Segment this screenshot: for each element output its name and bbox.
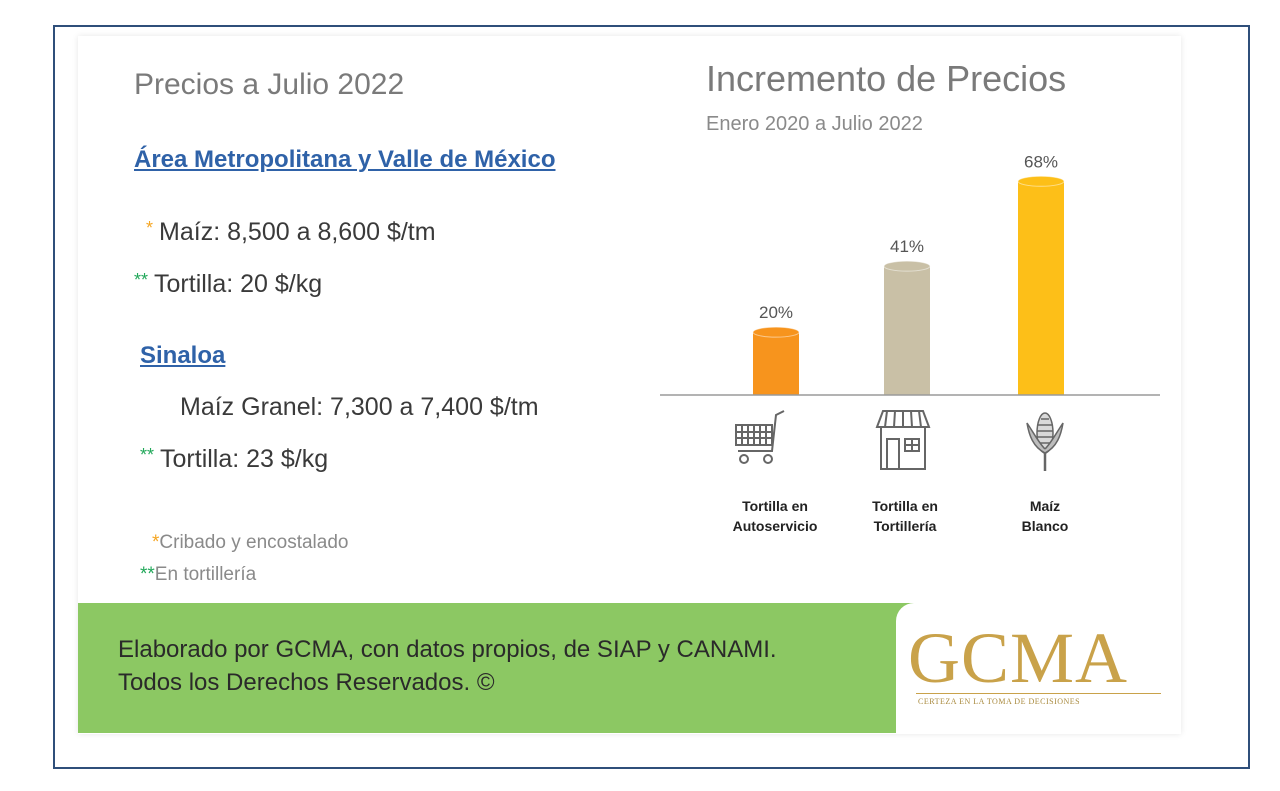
category-label-line: Tortillería	[873, 518, 937, 534]
logo-tagline: CERTEZA EN LA TOMA DE DECISIONES	[918, 697, 1081, 706]
footnote-cribado-text: Cribado y encostalado	[159, 532, 349, 553]
category-label-line: Tortilla en	[872, 498, 938, 514]
chart-subtitle: Enero 2020 a Julio 2022	[706, 113, 923, 135]
category-label-line: Maíz	[1029, 498, 1061, 514]
sinaloa-tortilla-text: Tortilla: 23 $/kg	[160, 445, 329, 473]
bar-chart: 20% 41% 68%	[660, 152, 1160, 396]
asterisk-marker: *	[152, 532, 160, 553]
prices-title: Precios a Julio 2022	[134, 68, 405, 101]
double-asterisk-marker: **	[134, 270, 149, 290]
double-asterisk-marker: **	[140, 564, 155, 585]
footer-line-2: Todos los Derechos Reservados. ©	[118, 669, 495, 696]
category-label-line: Tortilla en	[742, 498, 808, 514]
metro-tortilla-text: Tortilla: 20 $/kg	[154, 270, 323, 298]
metro-tortilla-line: ** Tortilla: 20 $/kg	[134, 270, 322, 299]
sinaloa-maiz-text: Maíz Granel: 7,300 a 7,400 $/tm	[180, 393, 539, 421]
category-label-line: Autoservicio	[732, 518, 818, 534]
value-label-2: 41%	[890, 237, 924, 256]
gcma-logo: GCMA CERTEZA EN LA TOMA DE DECISIONES	[896, 603, 1181, 733]
logo-wordmark: GCMA	[908, 618, 1129, 698]
footnote-cribado: *Cribado y encostalado	[152, 532, 348, 554]
value-label-1: 20%	[759, 303, 793, 322]
corn-icon	[1026, 412, 1064, 471]
bar-3	[1018, 181, 1064, 395]
metro-maiz-text: Maíz: 8,500 a 8,600 $/tm	[159, 218, 436, 246]
double-asterisk-marker: **	[140, 445, 155, 465]
bar-cap-3	[1017, 175, 1065, 187]
chart-title: Incremento de Precios	[706, 58, 1067, 99]
footer-banner: Elaborado por GCMA, con datos propios, d…	[78, 603, 1181, 733]
shopping-cart-icon	[735, 410, 785, 464]
footer-line-1: Elaborado por GCMA, con datos propios, d…	[118, 636, 777, 663]
region-metro-heading: Área Metropolitana y Valle de México	[134, 146, 556, 173]
bar-cap-2	[883, 260, 931, 272]
category-label-tortilleria: Tortilla en Tortillería	[835, 496, 975, 536]
metro-maiz-line: * Maíz: 8,500 a 8,600 $/tm	[146, 218, 436, 247]
asterisk-marker: *	[146, 218, 154, 238]
category-label-line: Blanco	[1021, 518, 1069, 534]
bar-1	[753, 332, 799, 395]
sinaloa-maiz-line: Maíz Granel: 7,300 a 7,400 $/tm	[180, 393, 539, 422]
bar-cap-1	[752, 326, 800, 338]
footnote-tortilleria-text: En tortillería	[154, 564, 257, 585]
value-label-3: 68%	[1024, 152, 1058, 171]
footnote-tortilleria: **En tortillería	[140, 564, 256, 586]
category-label-autoservicio: Tortilla en Autoservicio	[705, 496, 845, 536]
store-icon	[875, 410, 931, 470]
sinaloa-tortilla-line: ** Tortilla: 23 $/kg	[140, 445, 328, 474]
logo-rule	[916, 693, 1161, 694]
footer-text: Elaborado por GCMA, con datos propios, d…	[118, 633, 777, 699]
bar-2	[884, 266, 930, 395]
region-sinaloa-heading: Sinaloa	[140, 342, 226, 369]
category-label-maiz-blanco: Maíz Blanco	[975, 496, 1115, 536]
